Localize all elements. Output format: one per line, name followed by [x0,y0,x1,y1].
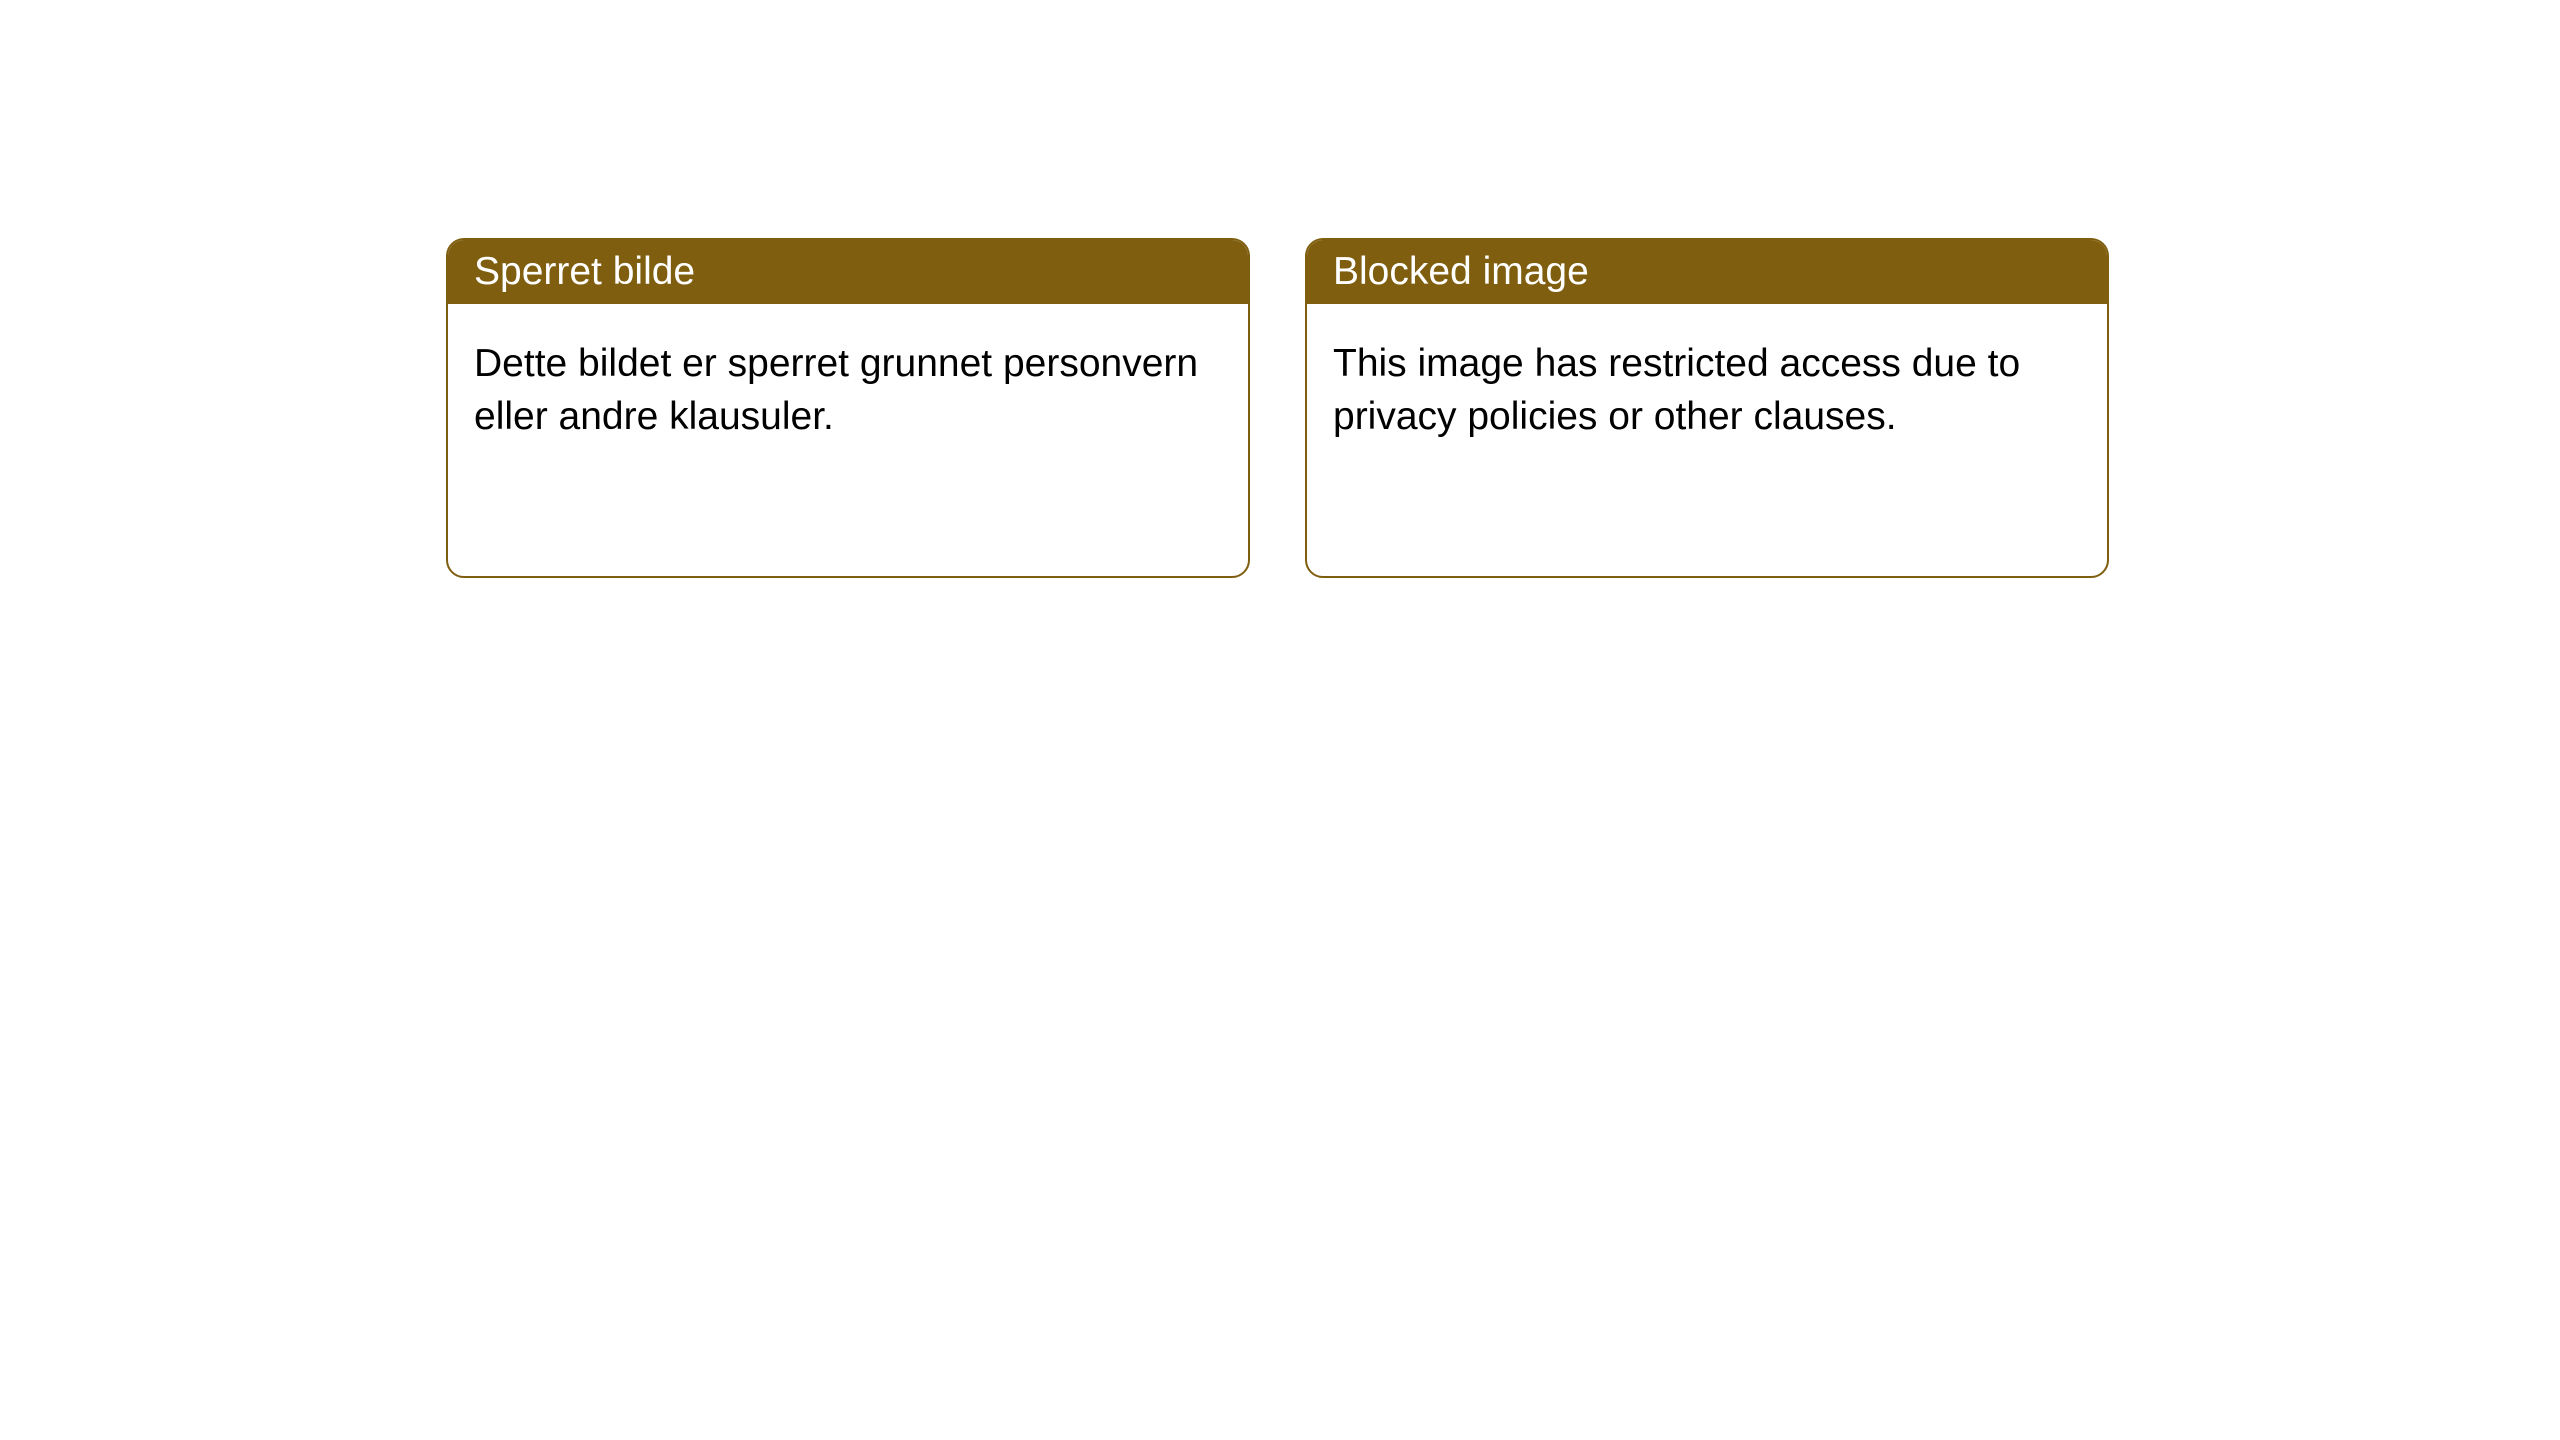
notice-header: Sperret bilde [448,240,1248,304]
notice-container: Sperret bilde Dette bildet er sperret gr… [446,238,2109,578]
notice-body: Dette bildet er sperret grunnet personve… [448,304,1248,477]
notice-header: Blocked image [1307,240,2107,304]
notice-body: This image has restricted access due to … [1307,304,2107,477]
notice-box-english: Blocked image This image has restricted … [1305,238,2109,578]
notice-box-norwegian: Sperret bilde Dette bildet er sperret gr… [446,238,1250,578]
